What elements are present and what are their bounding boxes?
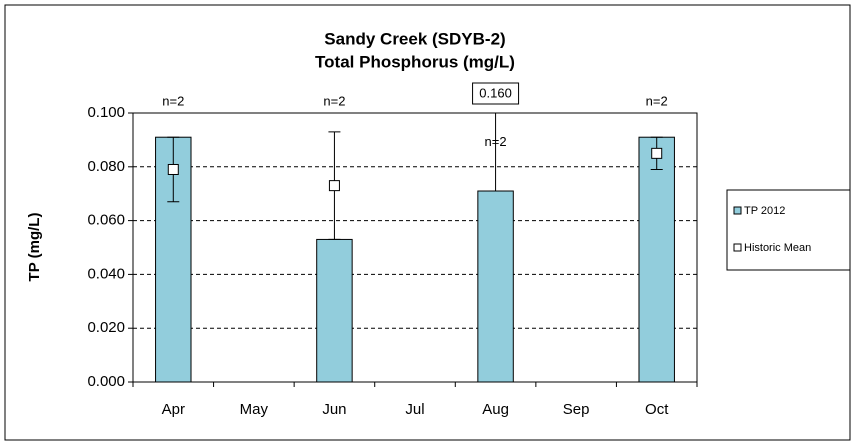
historic-mean-marker [651, 147, 663, 159]
x-tick-label: Aug [482, 401, 509, 418]
y-tick-label: 0.060 [87, 212, 125, 229]
y-tick-label: 0.080 [87, 158, 125, 175]
chart-border [4, 4, 851, 441]
error-bar [489, 113, 502, 192]
chart-title: Sandy Creek (SDYB-2) [324, 29, 505, 48]
y-tick-label: 0.040 [87, 265, 125, 282]
y-tick-label: 0.020 [87, 319, 125, 336]
n-label: n=2 [646, 93, 668, 108]
n-label: n=2 [485, 134, 507, 149]
y-axis-title: TP (mg/L) [26, 213, 43, 282]
clipped-label: 0.160 [479, 85, 512, 100]
plot-area [132, 112, 698, 383]
legend-box [726, 189, 851, 271]
bar [477, 190, 514, 383]
x-tick-label: May [240, 401, 269, 418]
bar [638, 136, 675, 383]
y-tick-label: 0.000 [87, 373, 125, 390]
x-tick-label: Jun [322, 401, 346, 418]
n-label: n=2 [323, 93, 345, 108]
x-tick-label: Sep [563, 401, 590, 418]
legend-swatch [733, 243, 742, 252]
legend-label: Historic Mean [744, 242, 811, 254]
legend-label: TP 2012 [744, 205, 785, 217]
x-tick-label: Jul [405, 401, 424, 418]
bar [316, 238, 353, 383]
x-tick-label: Apr [162, 401, 185, 418]
n-label: n=2 [162, 93, 184, 108]
y-tick-label: 0.100 [87, 104, 125, 121]
legend-swatch [733, 206, 742, 215]
historic-mean-marker [167, 163, 179, 175]
historic-mean-marker [328, 180, 340, 192]
x-tick-label: Oct [645, 401, 669, 418]
chart-subtitle: Total Phosphorus (mg/L) [315, 52, 515, 71]
clipped-label-box [472, 82, 520, 105]
